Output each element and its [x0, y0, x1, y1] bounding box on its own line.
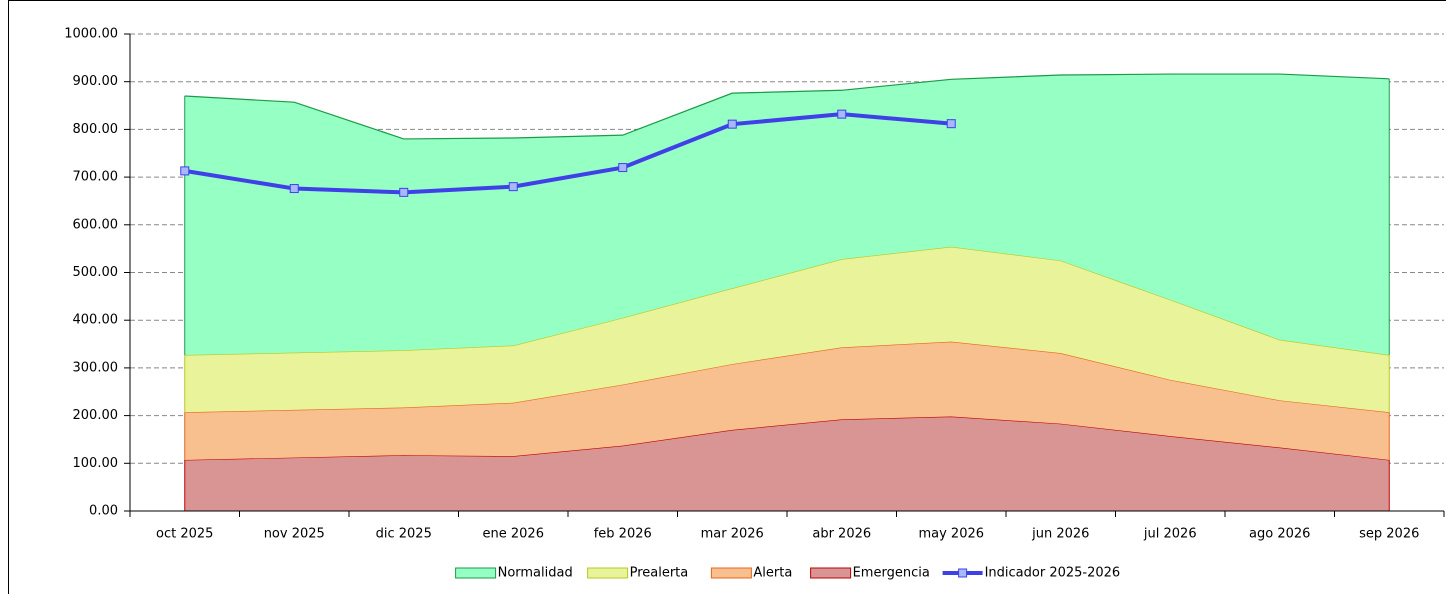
legend-swatch [456, 568, 496, 578]
x-tick-label: ene 2026 [483, 527, 544, 542]
legend-label: Emergencia [853, 566, 930, 581]
x-tick-label: feb 2026 [594, 527, 652, 542]
indicator-marker [290, 185, 298, 193]
y-tick-label: 600.00 [73, 217, 119, 232]
indicator-marker [947, 120, 955, 128]
indicator-marker [400, 188, 408, 196]
indicator-marker [728, 120, 736, 128]
legend-label: Alerta [753, 566, 792, 581]
y-tick-label: 300.00 [73, 360, 119, 375]
y-tick-label: 400.00 [73, 313, 119, 328]
legend-marker [959, 569, 967, 577]
legend-swatch [811, 568, 851, 578]
y-tick-label: 100.00 [73, 456, 119, 471]
y-tick-label: 800.00 [73, 122, 119, 137]
x-tick-label: oct 2025 [156, 527, 213, 542]
x-tick-label: may 2026 [918, 527, 984, 542]
legend-label: Normalidad [498, 566, 573, 581]
x-tick-label: ago 2026 [1249, 527, 1310, 542]
y-tick-label: 700.00 [73, 170, 119, 185]
x-tick-label: nov 2025 [264, 527, 325, 542]
indicator-marker [509, 183, 517, 191]
legend-label: Indicador 2025-2026 [985, 566, 1121, 581]
y-tick-label: 500.00 [73, 265, 119, 280]
y-tick-label: 200.00 [73, 408, 119, 423]
indicator-marker [619, 164, 627, 172]
x-tick-label: dic 2025 [376, 527, 432, 542]
x-tick-label: mar 2026 [701, 527, 764, 542]
legend-swatch [588, 568, 628, 578]
x-tick-label: jul 2026 [1143, 527, 1197, 542]
indicator-marker [838, 110, 846, 118]
y-tick-label: 900.00 [73, 74, 119, 89]
x-tick-label: jun 2026 [1031, 527, 1089, 542]
x-tick-label: abr 2026 [812, 527, 871, 542]
y-tick-label: 1000.00 [64, 27, 118, 42]
y-tick-label: 0.00 [89, 504, 118, 519]
indicator-marker [181, 167, 189, 175]
legend-swatch [711, 568, 751, 578]
x-tick-label: sep 2026 [1359, 527, 1419, 542]
legend-label: Prealerta [630, 566, 689, 581]
